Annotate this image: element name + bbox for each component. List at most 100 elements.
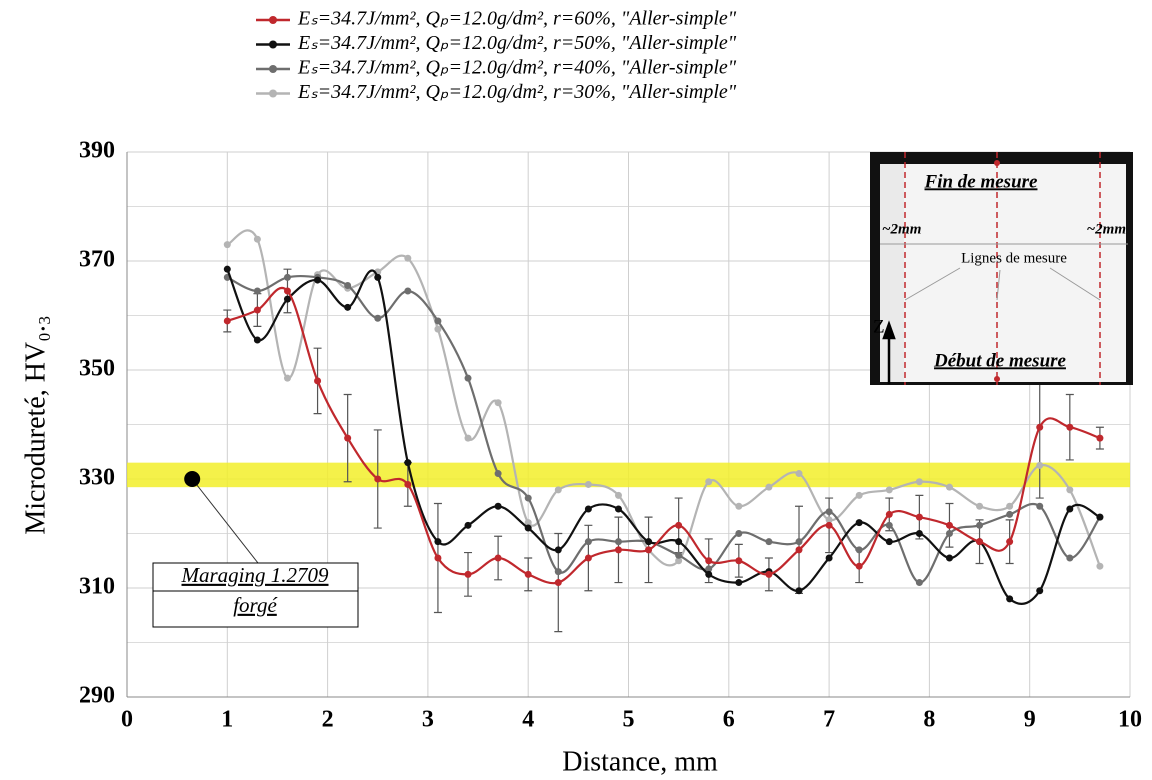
legend-marker [269,40,277,49]
data-point [1006,538,1014,546]
inset-label: Début de mesure [933,350,1067,371]
y-tick-label: 390 [79,138,115,164]
x-tick-label: 0 [121,707,133,733]
data-point [374,314,382,322]
data-point [825,521,833,529]
data-point [825,508,833,516]
data-point [825,554,833,562]
data-point [1006,595,1014,603]
x-tick-label: 8 [923,707,935,733]
y-axis-label: Microdureté, HV₀.₃ [20,315,51,534]
inset-label: Z [873,316,885,337]
data-point [945,483,953,491]
data-point [584,505,592,513]
x-axis-label: Distance, mm [562,746,718,777]
data-point [945,530,953,537]
data-point [1066,486,1074,494]
data-point [675,538,683,546]
data-point [765,570,773,578]
y-tick-label: 310 [79,574,115,600]
reference-band [127,462,1130,488]
data-point [434,317,442,325]
data-point [855,519,863,527]
data-point [976,521,984,529]
data-point [223,241,231,249]
data-point [494,470,502,478]
series-line [226,287,1101,585]
data-point [434,325,442,333]
data-point [524,494,532,502]
inset-point [994,376,1000,382]
inset-left-margin [880,164,904,382]
data-point [795,538,803,546]
data-point [705,557,713,565]
data-point [765,483,773,491]
data-point [524,519,532,527]
x-tick-label: 4 [522,707,534,733]
data-point [464,434,472,442]
data-point [614,505,622,513]
data-point [795,470,803,478]
data-point [614,538,622,546]
legend-marker [269,16,277,24]
data-point [314,377,322,385]
x-tick-label: 9 [1024,707,1036,733]
data-point [915,513,923,521]
data-point [554,568,562,576]
data-point [705,570,713,578]
legend-marker [269,65,277,73]
data-point [885,538,893,546]
x-tick-label: 7 [823,707,835,733]
data-point [705,565,713,573]
annotation-text: Maraging 1.2709 [181,563,330,587]
inset-label: ~2mm [882,221,921,237]
y-tick-label: 330 [79,465,115,491]
data-point [1066,554,1074,562]
data-point [554,546,562,554]
data-point [253,235,261,243]
legend-label: Eₛ=34.7J/mm², Qₚ=12.0g/dm², r=30%, "Alle… [297,81,737,103]
inset-sample [880,164,1126,382]
data-point [645,546,653,554]
data-point [1066,505,1074,513]
data-point [825,516,833,524]
data-point [404,287,412,295]
data-point [795,587,803,595]
x-tick-label: 1 [221,707,233,733]
x-tick-label: 5 [623,707,635,733]
data-point [554,579,562,587]
x-tick-label: 6 [723,707,735,733]
data-point [855,491,863,499]
data-point [1036,461,1044,469]
legend-label: Eₛ=34.7J/mm², Qₚ=12.0g/dm², r=50%, "Alle… [297,32,737,54]
data-point [735,502,743,510]
data-point [494,399,502,407]
data-point [1066,423,1074,431]
data-point [434,554,442,562]
data-point [855,562,863,570]
data-point [645,538,653,546]
data-point [1036,502,1044,510]
data-point [885,521,893,529]
data-point [885,486,893,494]
data-point [765,538,773,546]
data-point [464,374,472,382]
data-point [1036,423,1044,431]
inset: Fin de mesure ~2mm ~2mm Lignes de mesure Z Dé… [870,152,1133,385]
data-point [735,557,743,565]
inset-label: ~2mm [1087,221,1126,237]
data-point [915,579,923,587]
data-point [344,282,352,290]
data-point [1006,502,1014,510]
data-point [584,480,592,488]
data-point [494,554,502,562]
data-point [314,276,322,284]
inset-pointers [904,267,1101,301]
data-point [614,546,622,554]
inset-label: Fin de mesure [924,171,1039,192]
data-point [1036,587,1044,595]
y-tick-label: 350 [79,356,115,382]
data-point [1096,513,1104,521]
data-point [705,478,713,486]
data-point [283,295,291,303]
